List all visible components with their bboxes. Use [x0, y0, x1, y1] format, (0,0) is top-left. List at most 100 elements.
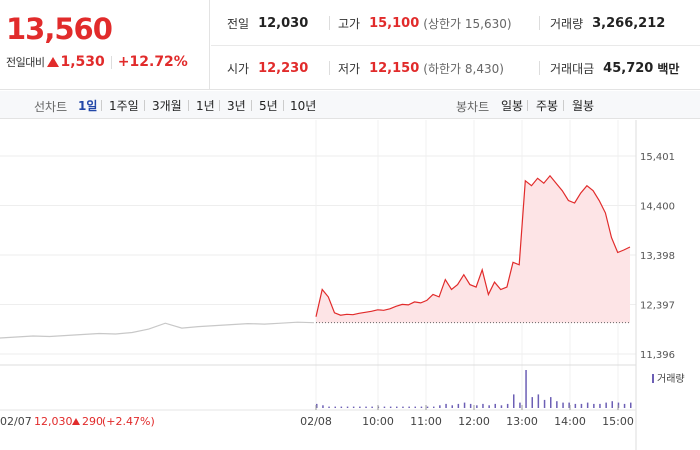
volume-bar	[389, 406, 392, 408]
volume-bar	[519, 402, 521, 408]
col-divider	[539, 16, 540, 30]
amount-value: 45,720	[603, 60, 654, 76]
volume-bar	[568, 402, 570, 408]
volume-bar	[500, 405, 503, 408]
volume-bar	[426, 406, 429, 408]
tab-divider	[283, 100, 284, 111]
volume-bar	[433, 406, 435, 408]
tab-1day[interactable]: 1일	[78, 99, 98, 113]
change-divider	[110, 55, 112, 69]
y-tick-label: 13,398	[640, 251, 675, 262]
high-cell: 고가 15,100 (상한가 15,630)	[338, 1, 512, 45]
prev-day-change-pct: (+2.47%)	[102, 415, 155, 428]
change-label: 전일대비	[6, 56, 45, 69]
volume-bar	[630, 402, 632, 408]
x-tick-label: 13:00	[506, 415, 538, 428]
y-tick-label: 12,397	[640, 301, 675, 312]
intraday-price-chart[interactable]: 15,401 14,400 13,398 12,397 11,396 거래량 02/08…	[0, 120, 700, 450]
open-value: 12,230	[258, 60, 309, 76]
volume-bar	[531, 397, 533, 408]
y-tick-label: 15,401	[640, 152, 675, 163]
tab-divider	[219, 100, 220, 111]
col-divider	[539, 61, 540, 75]
volume-bar	[316, 403, 318, 408]
volume-bar	[420, 406, 423, 408]
volume-bar	[537, 394, 540, 408]
volume-bar	[451, 405, 453, 408]
tab-divider	[563, 100, 564, 111]
y-axis-ticks: 15,401 14,400 13,398 12,397 11,396	[640, 152, 675, 361]
volume-bar	[408, 406, 410, 408]
line-chart-label: 선차트	[34, 100, 68, 114]
y-tick-label: 11,396	[640, 350, 675, 361]
volume-bar	[623, 403, 626, 408]
volume-bar	[365, 406, 367, 408]
tab-divider	[144, 100, 145, 111]
tab-3month[interactable]: 3개월	[152, 99, 182, 113]
upper-limit: (상한가 15,630)	[423, 16, 512, 31]
x-tick-label: 02/08	[300, 415, 332, 428]
x-tick-label: 10:00	[362, 415, 394, 428]
tab-1week[interactable]: 1주일	[109, 99, 139, 113]
volume-bar	[322, 405, 324, 408]
volume-bar	[611, 401, 613, 408]
tab-divider	[527, 100, 528, 111]
low-cell: 저가 12,150 (하한가 8,430)	[338, 46, 504, 90]
open-label: 시가	[227, 61, 250, 76]
high-value: 15,100	[369, 15, 420, 31]
y-tick-label: 14,400	[640, 202, 675, 213]
volume-bar	[513, 394, 515, 408]
volume-bar	[346, 406, 349, 408]
volume-bar	[402, 406, 404, 408]
volume-bar	[586, 402, 589, 408]
tab-5year[interactable]: 5년	[259, 99, 278, 113]
lower-limit: (하한가 8,430)	[423, 61, 504, 76]
volume-bar	[340, 406, 343, 408]
volume-bar	[574, 403, 577, 408]
tab-3year[interactable]: 3년	[227, 99, 246, 113]
col-divider	[329, 61, 330, 75]
volume-bar	[494, 403, 496, 408]
quote-info-grid: 전일 12,030 고가 15,100 (상한가 15,630) 거래량 3,2…	[211, 0, 700, 90]
tab-weekly-candle[interactable]: 주봉	[536, 99, 559, 113]
tab-divider	[188, 100, 189, 111]
prev-day-change: 290	[82, 415, 103, 428]
change-percent: +12.72%	[117, 54, 188, 70]
volume-legend-label: 거래량	[657, 373, 685, 385]
volume-bar	[469, 403, 472, 408]
row-divider	[211, 45, 700, 46]
price-box: 13,560 전일대비 1,530 +12.72%	[0, 0, 210, 90]
volume-legend-swatch	[652, 374, 654, 383]
volume-bar	[482, 403, 484, 408]
volume-value: 3,266,212	[592, 15, 666, 31]
tab-1year[interactable]: 1년	[196, 99, 215, 113]
prev-close-label: 전일	[227, 16, 250, 31]
volume-bar	[328, 406, 330, 408]
change-row: 전일대비 1,530 +12.72%	[6, 54, 188, 70]
current-price: 13,560	[6, 12, 113, 46]
tab-monthly-candle[interactable]: 월봉	[572, 99, 595, 113]
amount-unit: 백만	[657, 61, 680, 76]
prev-day-date: 02/07	[0, 415, 32, 428]
tab-divider	[251, 100, 252, 111]
prev-day-up-triangle-icon	[72, 418, 80, 425]
volume-bar	[371, 406, 373, 408]
x-tick-label: 12:00	[458, 415, 490, 428]
volume-bar	[476, 405, 478, 408]
volume-bar	[445, 403, 447, 408]
prev-close-value: 12,030	[258, 15, 309, 31]
amount-cell: 거래대금 45,720 백만	[550, 46, 679, 90]
today-price-area	[316, 175, 630, 323]
today-price-line	[315, 174, 631, 317]
tab-10year[interactable]: 10년	[290, 99, 317, 113]
volume-bar	[359, 406, 361, 408]
volume-bar	[396, 406, 398, 408]
x-tick-label: 11:00	[410, 415, 442, 428]
volume-bar	[543, 399, 546, 408]
prev-day-summary: 02/07 12,030 290 (+2.47%)	[0, 415, 155, 428]
volume-bar	[414, 406, 416, 408]
volume-bar	[605, 402, 607, 408]
tab-daily-candle[interactable]: 일봉	[501, 99, 524, 113]
prev-day-close: 12,030	[34, 415, 73, 428]
volume-label: 거래량	[550, 16, 584, 31]
